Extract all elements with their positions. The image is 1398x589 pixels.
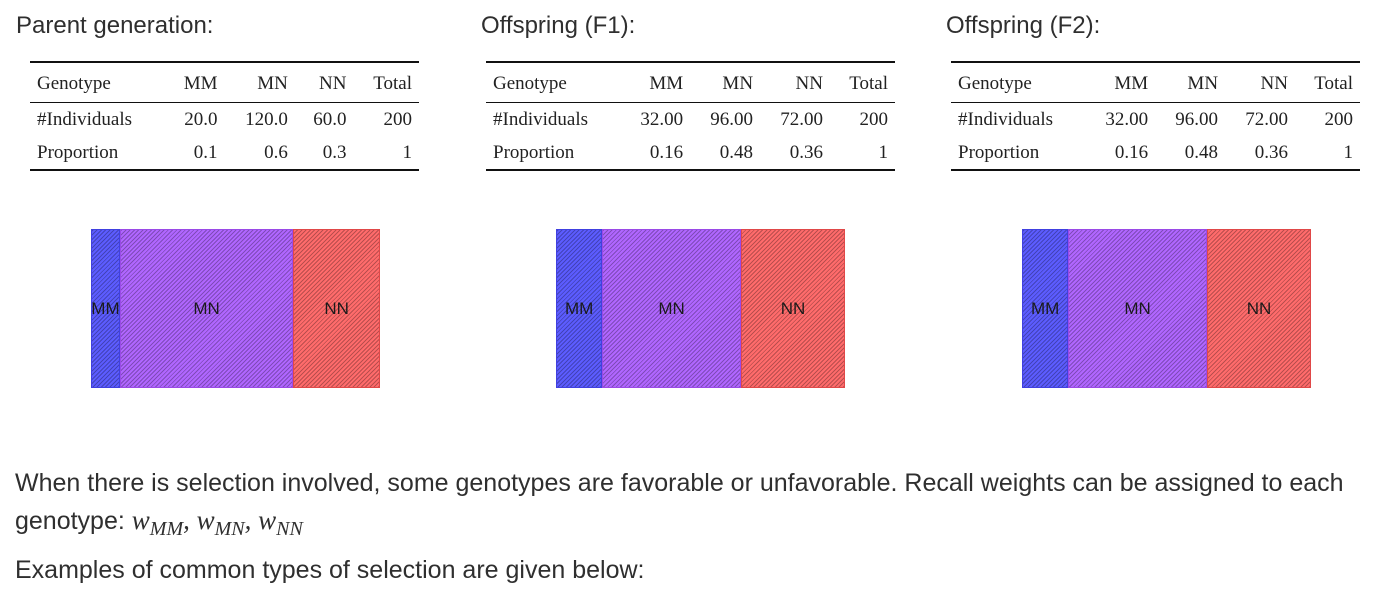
- table-row: #Individuals 20.0 120.0 60.0 200: [30, 103, 419, 137]
- table-cell: 32.00: [640, 108, 684, 130]
- table-header: MM: [165, 62, 225, 103]
- table-cell: 0.48: [1184, 141, 1219, 163]
- table-cell: 20.0: [184, 108, 218, 130]
- bar-segment-label: MN: [1124, 298, 1151, 318]
- table-header: Total: [1294, 62, 1360, 103]
- table-header-row: Genotype MM MN NN Total: [951, 62, 1360, 103]
- panel-title: Offspring (F1):: [481, 12, 636, 39]
- table-cell: 120.0: [245, 108, 288, 130]
- weight-separator: ,: [183, 505, 190, 535]
- table-header: NN: [760, 62, 830, 103]
- table-cell: 0.16: [649, 141, 684, 163]
- table-header: NN: [294, 62, 354, 103]
- weight-symbol: w: [196, 505, 215, 535]
- table-header-row: Genotype MM MN NN Total: [486, 62, 895, 103]
- genotype-table: Genotype MM MN NN Total #Individuals 32.…: [486, 61, 895, 171]
- genotype-weights-formula: wMM, wMN, wNN: [131, 505, 303, 540]
- bar-segment-label: MM: [564, 298, 594, 318]
- panel-title: Offspring (F2):: [946, 12, 1101, 39]
- selection-text: When there is selection involved, some g…: [15, 469, 1344, 535]
- bar-segment-mn: MN: [602, 229, 741, 388]
- table-header: Genotype: [951, 62, 1086, 103]
- table-cell: 0.36: [1254, 141, 1288, 163]
- table-cell: 0.6: [264, 141, 288, 163]
- table-row: #Individuals 32.00 96.00 72.00 200: [486, 103, 895, 137]
- table-cell: 0.36: [789, 141, 823, 163]
- bar-segment-nn: NN: [740, 229, 845, 388]
- weight-symbol: w: [131, 505, 150, 535]
- bar-segment-mm: MM: [1022, 229, 1069, 388]
- weight-subscript: MN: [214, 518, 245, 540]
- table-header: Genotype: [486, 62, 621, 103]
- bar-segment-mn: MN: [119, 229, 294, 388]
- bar-segment-label: NN: [324, 298, 349, 318]
- table-cell: #Individuals: [37, 108, 132, 130]
- table-header: Total: [353, 62, 419, 103]
- table-row: #Individuals 32.00 96.00 72.00 200: [951, 103, 1360, 137]
- table-cell: #Individuals: [958, 108, 1053, 130]
- bar-segment-mn: MN: [1068, 229, 1207, 388]
- bar-segment-mm: MM: [556, 229, 603, 388]
- table-cell: 72.00: [1245, 108, 1288, 130]
- table-cell: 32.00: [1105, 108, 1149, 130]
- table-cell: 200: [859, 108, 889, 130]
- bar-segment-mm: MM: [91, 229, 120, 388]
- table-cell: 1: [878, 141, 889, 163]
- selection-paragraph: When there is selection involved, some g…: [15, 465, 1385, 548]
- table-cell: #Individuals: [493, 108, 588, 130]
- table-cell: 1: [1343, 141, 1354, 163]
- table-cell: Proportion: [958, 141, 1040, 163]
- weight-subscript: NN: [276, 518, 303, 540]
- table-cell: 0.16: [1114, 141, 1149, 163]
- bar-segment-label: MN: [658, 298, 685, 318]
- table-cell: 0.3: [322, 141, 347, 163]
- table-header: MN: [690, 62, 761, 103]
- table-header: Total: [829, 62, 895, 103]
- bar-segment-label: MM: [1030, 298, 1060, 318]
- table-cell: 0.48: [719, 141, 754, 163]
- bar-segment-label: NN: [780, 298, 806, 318]
- table-cell: Proportion: [37, 141, 119, 163]
- table-cell: 96.00: [710, 108, 754, 130]
- table-cell: 0.1: [193, 141, 218, 163]
- bar-segment-label: MM: [91, 298, 120, 318]
- weight-subscript: MM: [149, 518, 184, 540]
- table-cell: 96.00: [1175, 108, 1219, 130]
- table-cell: 72.00: [780, 108, 823, 130]
- table-header: MN: [224, 62, 295, 103]
- genotype-table: Genotype MM MN NN Total #Individuals 32.…: [951, 61, 1360, 171]
- table-row: Proportion 0.16 0.48 0.36 1: [486, 136, 895, 170]
- table-header: MM: [620, 62, 691, 103]
- weight-symbol: w: [258, 505, 277, 535]
- table-header-row: Genotype MM MN NN Total: [30, 62, 419, 103]
- bar-segment-label: NN: [1246, 298, 1272, 318]
- panel-title: Parent generation:: [16, 12, 214, 39]
- bar-segment-nn: NN: [1206, 229, 1311, 388]
- bar-segment-label: MN: [193, 298, 220, 318]
- table-cell: 200: [383, 108, 413, 130]
- table-header: MN: [1155, 62, 1226, 103]
- table-cell: Proportion: [493, 141, 575, 163]
- table-row: Proportion 0.16 0.48 0.36 1: [951, 136, 1360, 170]
- table-row: Proportion 0.1 0.6 0.3 1: [30, 136, 419, 170]
- genotype-proportion-bar: MM MN NN: [556, 229, 845, 388]
- weight-separator: ,: [244, 505, 252, 535]
- table-header: MM: [1085, 62, 1156, 103]
- table-header: Genotype: [30, 62, 166, 103]
- table-header: NN: [1225, 62, 1295, 103]
- table-cell: 1: [402, 141, 413, 163]
- genotype-table: Genotype MM MN NN Total #Individuals 20.…: [30, 61, 419, 171]
- bar-segment-nn: NN: [293, 229, 380, 388]
- table-cell: 60.0: [313, 108, 347, 130]
- genotype-proportion-bar: MM MN NN: [1022, 229, 1311, 388]
- table-cell: 200: [1324, 108, 1354, 130]
- examples-paragraph: Examples of common types of selection ar…: [15, 556, 645, 584]
- genotype-proportion-bar: MM MN NN: [91, 229, 380, 388]
